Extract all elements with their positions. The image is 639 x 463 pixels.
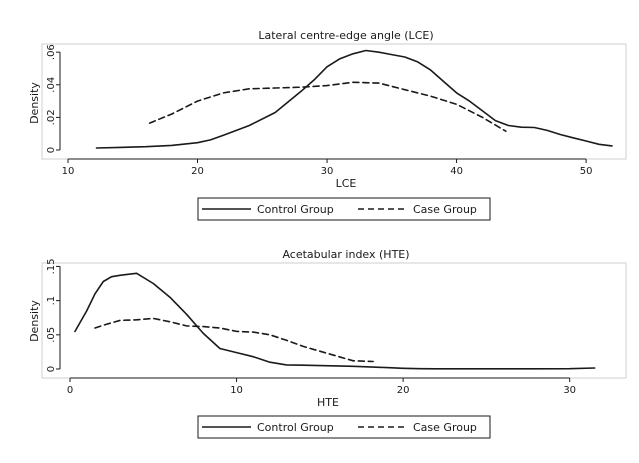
x-tick-label: 50	[580, 166, 593, 177]
series-line-control-group	[74, 272, 596, 370]
series-line-case-group	[94, 317, 374, 363]
series-line-case-group	[148, 81, 507, 132]
y-tick-label: .04	[46, 77, 57, 93]
series-line-control-group	[95, 49, 613, 149]
series-hte	[74, 272, 596, 370]
y-tick-label: .05	[46, 327, 57, 343]
legend-label-case-lce: Case Group	[413, 203, 477, 216]
y-tick-label: .02	[46, 109, 57, 125]
y-tick-label: 0	[46, 366, 57, 372]
x-axis-label-hte: HTE	[317, 396, 339, 409]
legend-box-hte	[197, 415, 491, 439]
chart-lce: Lateral centre-edge angle (LCE) 10 20 30 40…	[28, 29, 627, 221]
x-axis-label-lce: LCE	[336, 177, 357, 190]
legend-label-case-hte: Case Group	[413, 421, 477, 434]
y-tick-label: .06	[46, 44, 57, 60]
legend-lce: Control Group Case Group	[197, 197, 491, 221]
x-tick-label: 10	[62, 166, 75, 177]
x-tick-label: 20	[397, 385, 410, 396]
x-tick-label: 30	[563, 385, 576, 396]
legend-label-control-lce: Control Group	[257, 203, 334, 216]
legend-hte: Control Group Case Group	[197, 415, 491, 439]
series-lce	[95, 49, 613, 149]
chart-hte: Acetabular index (HTE) 0 10 20 300.05.1.15 …	[28, 248, 627, 439]
y-axis-label-hte: Density	[28, 300, 41, 342]
y-tick-label: 0	[46, 147, 57, 153]
chart-title-lce: Lateral centre-edge angle (LCE)	[258, 29, 433, 42]
x-tick-label: 10	[230, 385, 243, 396]
y-tick-label: .1	[46, 296, 57, 306]
axes-hte: 0 10 20 30 0 .05 .1 .15	[46, 258, 576, 396]
x-tick-label: 40	[450, 166, 463, 177]
axes-lce: 10 20 30 40 50 0 .02 .04 .06	[46, 44, 592, 177]
x-tick-label: 20	[191, 166, 204, 177]
legend-label-control-hte: Control Group	[257, 421, 334, 434]
x-tick-label: 30	[321, 166, 334, 177]
legend-box-lce	[197, 197, 491, 221]
y-tick-label: .15	[46, 258, 57, 274]
y-axis-label-lce: Density	[28, 82, 41, 124]
chart-title-hte: Acetabular index (HTE)	[282, 248, 409, 261]
x-tick-label: 0	[67, 385, 73, 396]
